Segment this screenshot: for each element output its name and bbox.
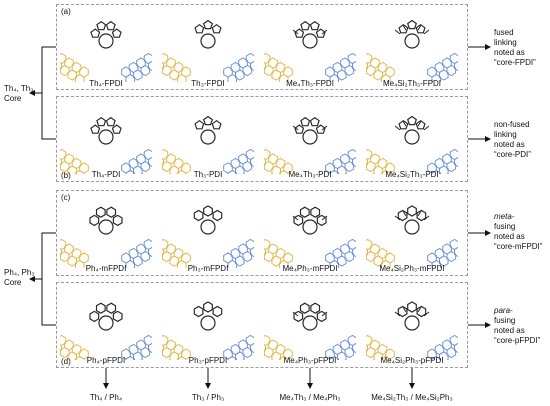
th-core-bracket bbox=[29, 46, 56, 140]
caption-d-2: Ph₃-pFPDI bbox=[188, 356, 228, 365]
note-meta: meta-fusing noted as “core-mFPDI” bbox=[494, 212, 543, 251]
caption-d-3: Me₄Ph₃-pFPDI bbox=[283, 356, 337, 365]
note-fused: fused linking noted as “core-FPDI” bbox=[494, 28, 536, 67]
caption-b-1: Th₄-PDI bbox=[91, 170, 121, 179]
molecule-structure-b-1 bbox=[47, 102, 163, 182]
panel-a: (a) bbox=[56, 4, 468, 90]
panel-d-label: (d) bbox=[61, 357, 71, 366]
ph-core-label: Ph₄, Ph₃ Core bbox=[4, 268, 35, 287]
caption-c-2: Ph₃-mFPDI bbox=[187, 264, 229, 273]
bottom-label-3: Me₄Th₃ / Me₄Ph₃ bbox=[279, 393, 341, 402]
bottom-label-1: Th₄ / Ph₄ bbox=[89, 393, 123, 402]
molecule-structure-d-1 bbox=[47, 288, 163, 368]
panel-c-label: (c) bbox=[61, 193, 71, 202]
note-para: para-fusing noted as “core-pFPDI” bbox=[494, 306, 541, 345]
bottom-label-4: Me₄Si₂Th₃ / Me₄Si₂Ph₃ bbox=[371, 393, 453, 402]
caption-a-2: Th₃-FPDI bbox=[191, 79, 225, 88]
caption-a-3: Me₄Th₃-FPDI bbox=[286, 79, 334, 88]
panel-d: (d) bbox=[56, 282, 468, 368]
caption-c-4: Me₄Si₂Ph₃-mFPDI bbox=[379, 264, 445, 273]
caption-c-3: Me₄Ph₃-mFPDI bbox=[282, 264, 338, 273]
caption-a-4: Me₄Si₂Th₃-FPDI bbox=[382, 79, 442, 88]
molecule-structure-c-3 bbox=[251, 196, 367, 272]
panel-b: (b) bbox=[56, 96, 468, 182]
panel-b-label: (b) bbox=[61, 171, 71, 180]
panel-c: (c) bbox=[56, 190, 468, 276]
note-non-fused: non-fused linking noted as “core-PDI” bbox=[494, 120, 531, 159]
bottom-arrows bbox=[103, 368, 415, 389]
caption-a-1: Th₄-FPDI bbox=[89, 79, 123, 88]
caption-d-4: Me₄Si₂Ph₃-pFPDI bbox=[380, 356, 444, 365]
caption-b-4: Me₄Si₂Th₃-PDI bbox=[385, 170, 439, 179]
caption-d-1: Ph₄-pFPDI bbox=[86, 356, 126, 365]
molecule-structure-c-1 bbox=[47, 196, 163, 272]
right-arrows bbox=[468, 44, 491, 328]
caption-c-1: Ph₄-mFPDI bbox=[85, 264, 127, 273]
panel-a-label: (a) bbox=[61, 7, 71, 16]
th-core-label: Th₄, Th₃ Core bbox=[4, 84, 34, 103]
molecule-structure-b-3 bbox=[251, 102, 367, 182]
ph-core-bracket bbox=[29, 232, 56, 326]
caption-b-2: Th₃-PDI bbox=[193, 170, 223, 179]
caption-b-3: Me₄Th₃-PDI bbox=[288, 170, 332, 179]
bottom-label-2: Th₃ / Ph₃ bbox=[191, 393, 225, 402]
